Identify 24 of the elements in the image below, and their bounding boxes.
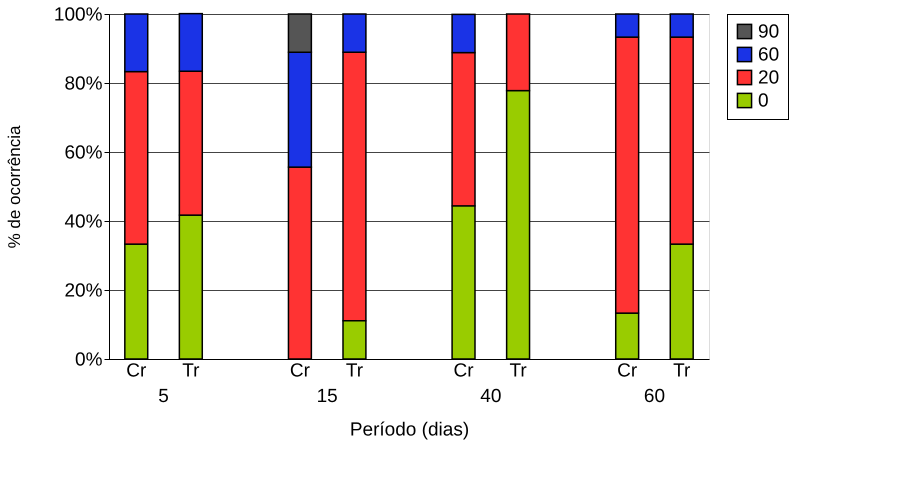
x-tick-label: Cr — [617, 360, 638, 382]
x-tick-label: Tr — [346, 360, 364, 382]
y-tick-label: 0% — [75, 350, 103, 370]
y-tick-label: 100% — [54, 4, 103, 26]
text: 15 — [316, 386, 338, 407]
legend-label: 60 — [758, 44, 780, 66]
x-tick-label: Tr — [509, 360, 528, 382]
y-axis-title: % de ocorrência — [4, 125, 24, 248]
text: 60 — [644, 386, 666, 407]
text: 40 — [480, 386, 502, 407]
text: 5 — [158, 386, 169, 407]
x-tick-label: Cr — [126, 360, 147, 382]
x-tick-label: Tr — [673, 360, 692, 382]
y-tick-label: 80% — [64, 74, 103, 94]
x-axis-title: Período (dias) — [350, 420, 470, 440]
legend-label: 0 — [758, 90, 769, 112]
y-tick-label: 60% — [64, 142, 103, 164]
legend-label: 90 — [758, 22, 780, 42]
x-tick-label: Tr — [182, 360, 200, 382]
x-tick-label: Cr — [454, 360, 474, 382]
x-tick-label: Cr — [290, 360, 311, 382]
y-tick-label: 40% — [64, 212, 103, 232]
y-tick-label: 20% — [64, 280, 103, 302]
legend-label: 20 — [758, 68, 780, 88]
